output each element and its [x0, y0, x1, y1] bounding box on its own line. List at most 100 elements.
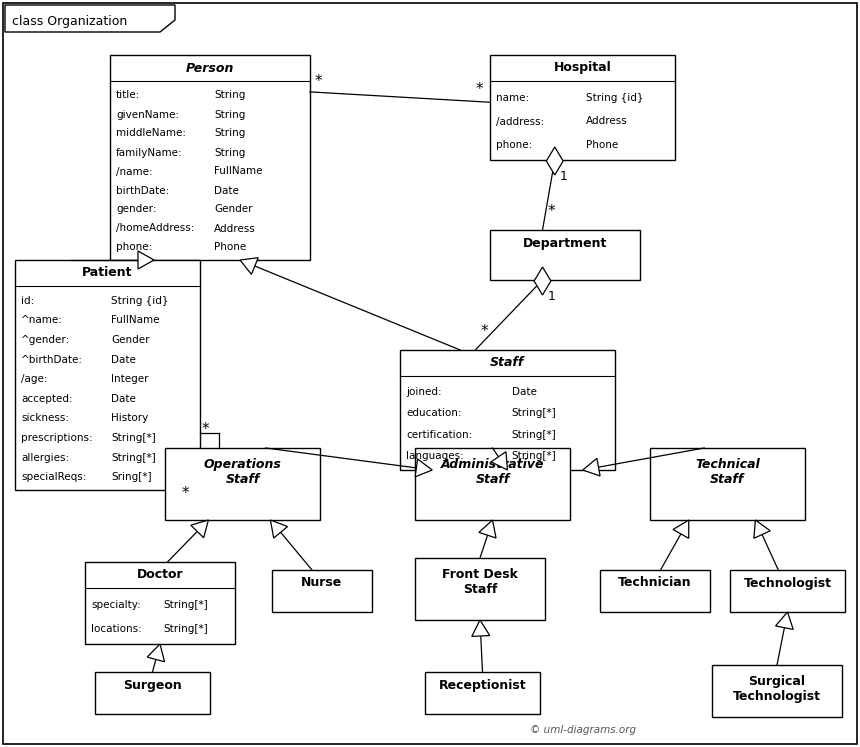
Polygon shape	[147, 644, 164, 662]
Text: specialty:: specialty:	[91, 600, 141, 610]
Text: locations:: locations:	[91, 624, 142, 634]
Text: name:: name:	[496, 93, 529, 103]
Text: Sring[*]: Sring[*]	[111, 472, 152, 483]
Text: sickness:: sickness:	[21, 413, 69, 424]
Polygon shape	[754, 520, 771, 539]
Polygon shape	[546, 147, 563, 175]
Polygon shape	[583, 459, 600, 476]
Bar	[490, 230, 640, 280]
Text: String[*]: String[*]	[111, 453, 156, 462]
Text: joined:: joined:	[406, 387, 442, 397]
Text: Patient: Patient	[83, 267, 132, 279]
Text: String: String	[214, 90, 245, 101]
Polygon shape	[191, 520, 208, 538]
Text: Nurse: Nurse	[301, 577, 342, 589]
Text: String[*]: String[*]	[163, 624, 208, 634]
Text: *: *	[201, 422, 209, 437]
Text: String: String	[214, 147, 245, 158]
Text: Doctor: Doctor	[137, 568, 183, 581]
Text: String[*]: String[*]	[163, 600, 208, 610]
Text: 1: 1	[560, 170, 568, 183]
Text: String: String	[214, 128, 245, 138]
Text: certification:: certification:	[406, 430, 472, 440]
Bar	[272, 570, 372, 612]
Text: *: *	[315, 74, 322, 89]
Text: Surgeon: Surgeon	[123, 678, 181, 692]
Text: Integer: Integer	[111, 374, 149, 384]
Text: Technical
Staff: Technical Staff	[695, 458, 760, 486]
Bar	[730, 570, 845, 612]
Text: /homeAddress:: /homeAddress:	[116, 223, 194, 234]
Text: id:: id:	[21, 296, 34, 306]
Bar	[425, 672, 540, 714]
Text: String[*]: String[*]	[512, 451, 556, 461]
Text: FullName: FullName	[214, 167, 262, 176]
Text: History: History	[111, 413, 149, 424]
Text: Date: Date	[214, 185, 239, 196]
Text: specialReqs:: specialReqs:	[21, 472, 86, 483]
Text: gender:: gender:	[116, 205, 157, 214]
Text: Address: Address	[587, 117, 628, 126]
Text: Hospital: Hospital	[554, 61, 611, 75]
Text: Phone: Phone	[587, 140, 618, 150]
Bar	[85, 562, 235, 644]
Text: Department: Department	[523, 237, 607, 249]
Text: String: String	[214, 110, 245, 120]
Text: Staff: Staff	[490, 356, 525, 370]
Text: phone:: phone:	[116, 243, 152, 252]
Bar	[490, 55, 675, 160]
Polygon shape	[138, 251, 154, 269]
Text: class Organization: class Organization	[12, 14, 127, 28]
Polygon shape	[491, 452, 507, 470]
Text: *: *	[548, 204, 555, 219]
Bar	[712, 665, 842, 717]
Text: Administrative
Staff: Administrative Staff	[440, 458, 544, 486]
Polygon shape	[534, 267, 551, 295]
Text: Front Desk
Staff: Front Desk Staff	[442, 568, 518, 596]
Polygon shape	[479, 520, 496, 538]
Bar	[415, 448, 570, 520]
Text: phone:: phone:	[496, 140, 532, 150]
Text: languages:: languages:	[406, 451, 464, 461]
Text: *: *	[476, 82, 483, 97]
Text: Technician: Technician	[618, 577, 691, 589]
Text: © uml-diagrams.org: © uml-diagrams.org	[530, 725, 636, 735]
Bar	[165, 448, 320, 520]
Bar	[650, 448, 805, 520]
Text: String[*]: String[*]	[111, 433, 156, 443]
Text: prescriptions:: prescriptions:	[21, 433, 93, 443]
PathPatch shape	[5, 5, 175, 32]
Text: ^birthDate:: ^birthDate:	[21, 355, 83, 365]
Text: Gender: Gender	[111, 335, 150, 345]
Text: *: *	[182, 486, 189, 501]
Text: String[*]: String[*]	[512, 409, 556, 418]
Polygon shape	[776, 612, 793, 630]
Polygon shape	[673, 520, 689, 539]
Text: Phone: Phone	[214, 243, 246, 252]
Bar	[415, 558, 545, 620]
Text: familyName:: familyName:	[116, 147, 182, 158]
Text: /age:: /age:	[21, 374, 47, 384]
Text: /address:: /address:	[496, 117, 544, 126]
Text: title:: title:	[116, 90, 140, 101]
Text: *: *	[480, 324, 488, 339]
Polygon shape	[270, 520, 287, 538]
Bar	[110, 55, 310, 260]
Text: accepted:: accepted:	[21, 394, 72, 404]
Text: /name:: /name:	[116, 167, 152, 176]
Text: ^gender:: ^gender:	[21, 335, 71, 345]
Text: givenName:: givenName:	[116, 110, 179, 120]
Polygon shape	[472, 620, 489, 636]
Text: 1: 1	[548, 290, 556, 303]
Text: String {id}: String {id}	[587, 93, 643, 103]
Bar	[400, 350, 615, 470]
Text: Date: Date	[111, 355, 136, 365]
Text: String {id}: String {id}	[111, 296, 169, 306]
Text: Receptionist: Receptionist	[439, 678, 526, 692]
Text: Operations
Staff: Operations Staff	[204, 458, 281, 486]
Text: Date: Date	[111, 394, 136, 404]
Text: FullName: FullName	[111, 315, 160, 326]
Polygon shape	[240, 258, 258, 274]
Text: middleName:: middleName:	[116, 128, 186, 138]
Bar	[95, 672, 210, 714]
